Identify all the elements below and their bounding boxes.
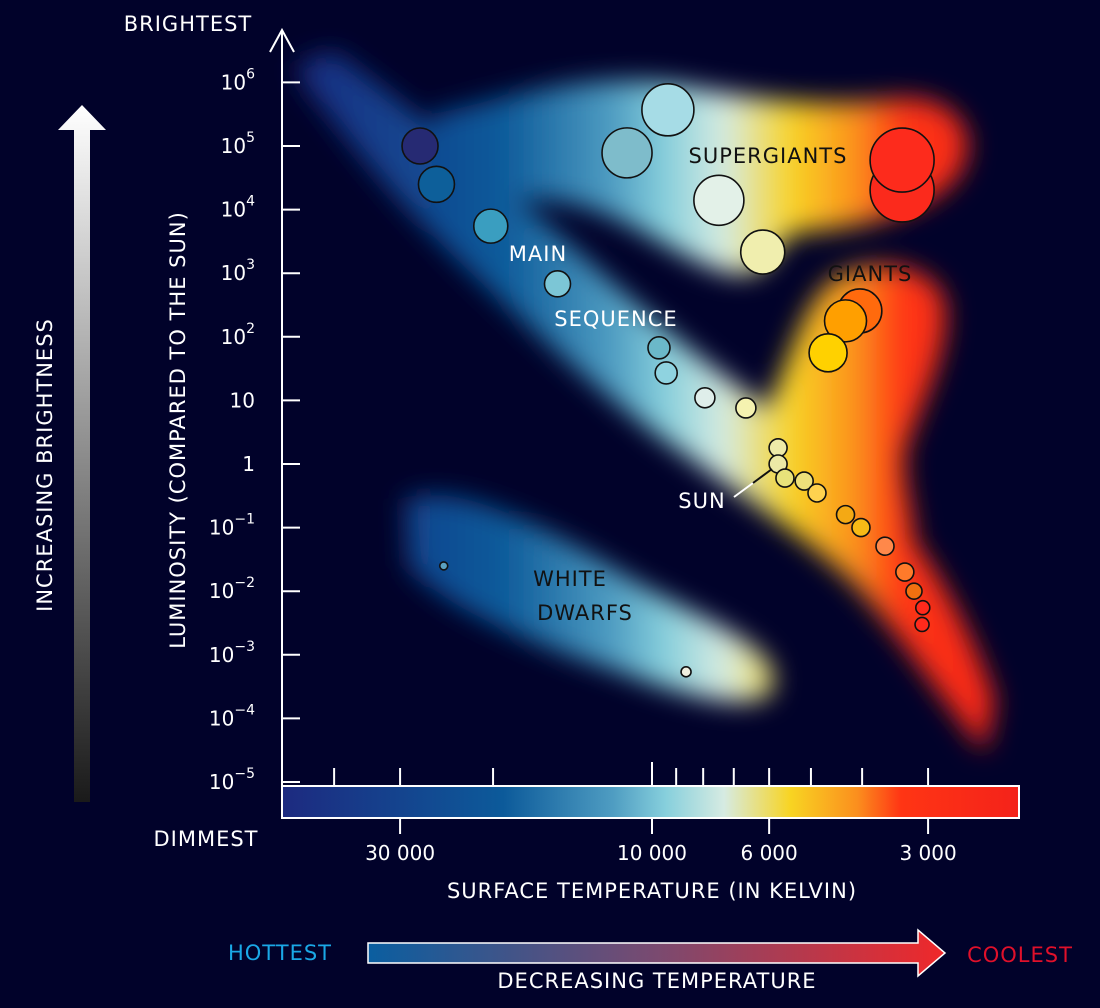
increasing-brightness-label: INCREASING BRIGHTNESS: [33, 318, 57, 612]
sun-label: SUN: [678, 489, 725, 513]
supergiants-label: SUPERGIANTS: [689, 144, 848, 168]
star-main-sequence: [895, 562, 915, 582]
giants-label: GIANTS: [828, 262, 913, 286]
y-tick-label: 1: [242, 452, 255, 476]
star-main-sequence: [472, 208, 509, 244]
y-tick-label: 105: [221, 130, 255, 158]
star-main-sequence: [914, 599, 931, 616]
main-label: MAIN: [509, 242, 567, 266]
decreasing-temperature-label: DECREASING TEMPERATURE: [497, 969, 816, 993]
star-main-sequence: [417, 165, 456, 204]
star-main-sequence: [794, 471, 814, 491]
y-axis: [269, 27, 295, 786]
decreasing-temperature-arrow: [367, 928, 947, 978]
star-main-sequence: [647, 336, 671, 360]
star-main-sequence: [543, 270, 572, 298]
white-dwarfs-region: [405, 495, 774, 702]
star-main-sequence: [694, 386, 716, 409]
star-main-sequence: [851, 517, 871, 538]
brightest-label: BRIGHTEST: [124, 12, 253, 36]
star-main-sequence: [654, 361, 678, 385]
star-supergiants: [641, 83, 695, 137]
y-tick-label: 10−1: [209, 512, 255, 540]
y-tick-label: 102: [221, 321, 255, 349]
y-tick-label: 103: [221, 257, 255, 285]
sun-leader-line: [733, 468, 773, 498]
hottest-label: HOTTEST: [228, 941, 332, 965]
x-tick-label: 30 000: [365, 841, 435, 865]
star-supergiants: [869, 127, 935, 193]
white-label: WHITE: [533, 567, 607, 591]
y-axis-arrowhead: [269, 27, 295, 53]
y-tick-label: 104: [221, 194, 255, 222]
temperature-color-bar: [281, 785, 1020, 819]
x-ticks: 30 000 10 000 6 000 3 000: [333, 762, 957, 865]
y-tick-label: 10−2: [209, 575, 255, 603]
star-main-sequence: [875, 536, 895, 556]
star-main-sequence: [835, 504, 856, 525]
increasing-brightness-arrow: [58, 105, 106, 802]
star-giants: [823, 299, 868, 343]
star-white-dwarfs: [438, 561, 449, 571]
star-main-sequence: [735, 397, 757, 419]
stars: [401, 83, 935, 678]
star-giants: [808, 333, 848, 373]
x-tick-label: 3 000: [899, 841, 956, 865]
star-main-sequence: [401, 127, 439, 165]
y-tick-label: 10−4: [209, 702, 255, 730]
sequence-label: SEQUENCE: [554, 307, 677, 331]
y-tick-label: 10−3: [209, 639, 255, 667]
star-main-sequence: [914, 616, 930, 633]
star-white-dwarfs: [680, 666, 692, 678]
y-tick-label: 106: [221, 66, 255, 94]
dwarfs-label: DWARFS: [537, 601, 633, 625]
y-axis-label: LUMINOSITY (COMPARED TO THE SUN): [166, 211, 190, 649]
supergiants-region: [430, 80, 968, 275]
y-tick-label: 10−5: [209, 766, 255, 794]
star-main-sequence: [775, 468, 795, 488]
dimmest-label: DIMMEST: [153, 827, 258, 851]
x-tick-label: 10 000: [617, 841, 687, 865]
star-supergiants: [601, 127, 653, 179]
y-tick-label: 10: [230, 388, 255, 412]
x-tick-label: 6 000: [741, 841, 798, 865]
star-supergiants: [693, 174, 745, 227]
x-axis-label: SURFACE TEMPERATURE (IN KELVIN): [447, 879, 857, 903]
coolest-label: COOLEST: [967, 943, 1073, 967]
star-supergiants: [739, 229, 786, 275]
star-main-sequence: [768, 437, 788, 458]
star-main-sequence: [905, 582, 923, 601]
star-main-sequence: [807, 483, 827, 503]
